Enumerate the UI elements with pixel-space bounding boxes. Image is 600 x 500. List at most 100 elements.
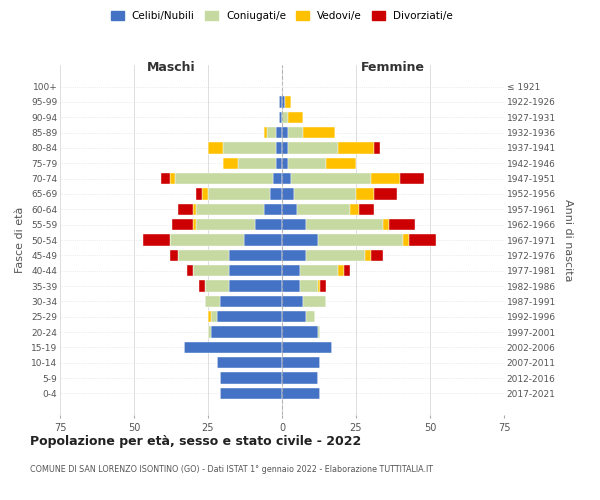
Bar	[208, 326, 211, 338]
Bar	[223, 158, 238, 169]
Bar	[285, 96, 291, 108]
Bar	[338, 142, 374, 154]
Bar	[202, 188, 208, 200]
Bar	[317, 234, 403, 246]
Bar	[276, 127, 282, 138]
Bar	[300, 265, 338, 276]
Bar	[276, 142, 282, 154]
Bar	[279, 112, 282, 123]
Bar	[317, 326, 320, 338]
Bar	[196, 219, 256, 230]
Bar	[273, 173, 282, 184]
Text: Femmine: Femmine	[361, 62, 425, 74]
Bar	[356, 188, 374, 200]
Bar	[400, 173, 424, 184]
Bar	[403, 234, 409, 246]
Bar	[282, 250, 305, 261]
Bar	[229, 250, 282, 261]
Bar	[374, 188, 397, 200]
Bar	[288, 142, 338, 154]
Bar	[178, 250, 229, 261]
Bar	[211, 311, 217, 322]
Bar	[282, 204, 297, 215]
Bar	[282, 127, 288, 138]
Bar	[338, 265, 344, 276]
Bar	[264, 204, 282, 215]
Bar	[208, 188, 270, 200]
Bar	[217, 311, 282, 322]
Bar	[196, 204, 264, 215]
Bar	[193, 265, 229, 276]
Bar	[294, 188, 356, 200]
Bar	[282, 311, 305, 322]
Bar	[178, 204, 193, 215]
Bar	[371, 173, 400, 184]
Bar	[350, 204, 359, 215]
Bar	[270, 188, 282, 200]
Bar	[282, 158, 288, 169]
Bar	[282, 326, 317, 338]
Bar	[383, 219, 389, 230]
Text: Popolazione per età, sesso e stato civile - 2022: Popolazione per età, sesso e stato civil…	[30, 435, 361, 448]
Bar	[371, 250, 383, 261]
Bar	[282, 188, 294, 200]
Bar	[161, 173, 170, 184]
Bar	[175, 173, 273, 184]
Bar	[276, 158, 282, 169]
Bar	[374, 142, 380, 154]
Bar	[184, 342, 282, 353]
Bar	[220, 296, 282, 307]
Bar	[282, 342, 332, 353]
Bar	[359, 204, 374, 215]
Bar	[282, 173, 291, 184]
Bar	[187, 265, 193, 276]
Bar	[305, 219, 383, 230]
Bar	[282, 296, 303, 307]
Bar	[317, 280, 320, 292]
Bar	[205, 296, 220, 307]
Bar	[205, 280, 229, 292]
Bar	[303, 127, 335, 138]
Bar	[409, 234, 436, 246]
Bar	[264, 127, 267, 138]
Bar	[143, 234, 170, 246]
Bar	[305, 311, 314, 322]
Bar	[326, 158, 356, 169]
Bar	[282, 265, 300, 276]
Bar	[282, 96, 285, 108]
Bar	[238, 158, 276, 169]
Bar	[229, 280, 282, 292]
Bar	[267, 127, 276, 138]
Bar	[300, 280, 317, 292]
Bar	[220, 372, 282, 384]
Bar	[365, 250, 371, 261]
Legend: Celibi/Nubili, Coniugati/e, Vedovi/e, Divorziati/e: Celibi/Nubili, Coniugati/e, Vedovi/e, Di…	[108, 8, 456, 24]
Bar	[220, 388, 282, 399]
Bar	[282, 280, 300, 292]
Bar	[208, 142, 223, 154]
Bar	[282, 112, 288, 123]
Bar	[229, 265, 282, 276]
Bar	[223, 142, 276, 154]
Bar	[256, 219, 282, 230]
Y-axis label: Anni di nascita: Anni di nascita	[563, 198, 572, 281]
Bar	[199, 280, 205, 292]
Bar	[282, 219, 305, 230]
Bar	[282, 234, 317, 246]
Bar	[282, 388, 320, 399]
Text: Maschi: Maschi	[146, 62, 196, 74]
Bar	[279, 96, 282, 108]
Bar	[282, 372, 317, 384]
Bar	[291, 173, 371, 184]
Bar	[303, 296, 326, 307]
Bar	[288, 127, 303, 138]
Bar	[193, 219, 196, 230]
Bar	[305, 250, 365, 261]
Text: COMUNE DI SAN LORENZO ISONTINO (GO) - Dati ISTAT 1° gennaio 2022 - Elaborazione : COMUNE DI SAN LORENZO ISONTINO (GO) - Da…	[30, 465, 433, 474]
Bar	[170, 173, 175, 184]
Bar	[288, 158, 326, 169]
Bar	[344, 265, 350, 276]
Bar	[244, 234, 282, 246]
Bar	[320, 280, 326, 292]
Bar	[282, 142, 288, 154]
